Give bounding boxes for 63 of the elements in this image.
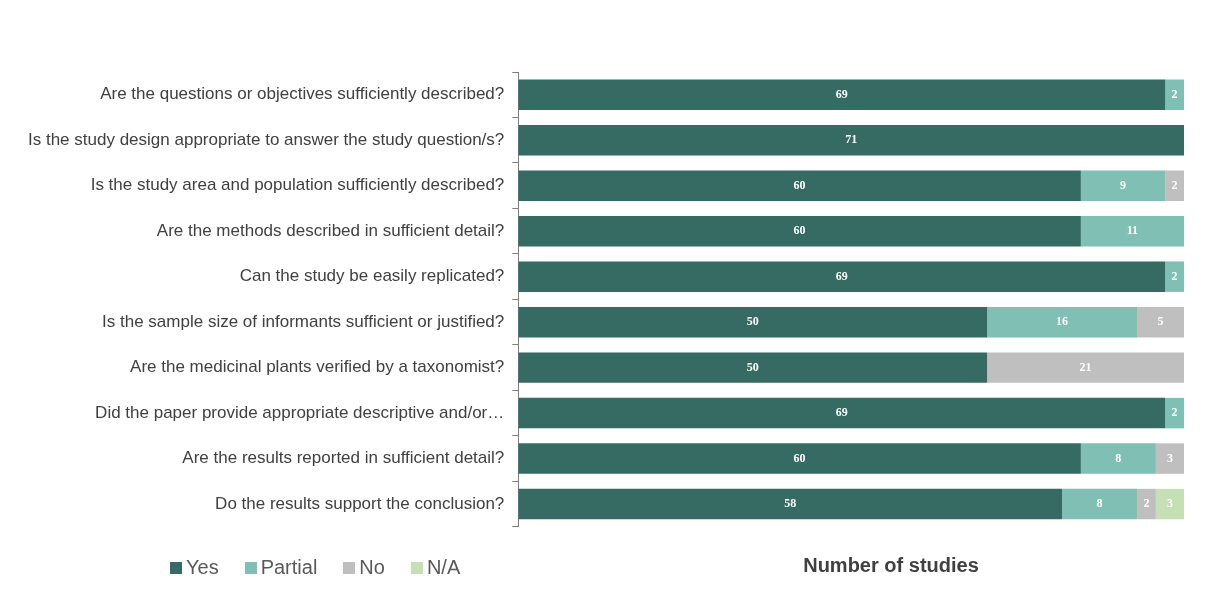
y-tick-label: Are the methods described in sufficient detail? [156,220,505,240]
bar [518,215,1081,247]
data-label: 9 [1120,177,1127,192]
data-label: 2 [1171,268,1178,283]
bar [518,306,988,338]
data-label: 60 [793,177,806,192]
data-label: 71 [845,132,858,147]
bar [987,306,1138,338]
data-label: 60 [793,450,806,465]
bar [1165,170,1184,201]
bar [1155,488,1184,520]
bar [1080,443,1156,474]
data-label: 2 [1143,496,1150,511]
bar [518,170,1081,201]
data-label: 5 [1157,314,1164,329]
legend-label: N/A [426,556,461,579]
data-label: 60 [793,223,806,238]
data-label: 58 [784,496,797,511]
bar [1137,306,1184,338]
y-tick-label: Can the study be easily replicated? [239,266,505,286]
bar [518,261,1166,292]
bar [518,79,1166,110]
y-tick-label: Is the sample size of informants sufficient or justified? [102,311,505,331]
bar [518,397,1166,429]
bar [1155,443,1184,474]
y-tick-label: Is the study area and population sufficiently described? [90,175,505,195]
bar [1080,170,1166,201]
y-tick-label: Is the study design appropriate to answer the study question/s? [27,129,505,149]
data-label: 69 [835,86,848,101]
y-tick-label: Are the results reported in sufficient detail? [182,448,505,468]
bar [1165,79,1184,110]
data-label: 8 [1096,496,1103,511]
data-label: 2 [1171,86,1178,101]
data-label: 8 [1115,450,1122,465]
legend-label: No [359,556,385,579]
data-label: 2 [1171,177,1178,192]
data-label: 16 [1056,314,1069,329]
y-tick-label: Did the paper provide appropriate descriptive and/or… [95,402,505,422]
y-tick-label: Are the questions or objectives sufficiently described? [100,84,505,104]
bar [1062,488,1138,520]
bar [987,352,1184,383]
data-label: 2 [1171,405,1178,420]
bar [1080,215,1184,247]
data-label: 21 [1079,359,1092,374]
data-label: 11 [1126,223,1139,238]
bar [518,488,1063,520]
data-label: 50 [746,359,759,374]
bar [518,124,1184,156]
data-label: 69 [835,405,848,420]
x-axis-title: Number of studies [802,554,980,577]
data-label: 69 [835,268,848,283]
bar [518,352,988,383]
y-tick-label: Are the medicinal plants verified by a taxonomist? [130,357,505,377]
data-label: 3 [1166,496,1173,511]
data-label: 50 [746,314,759,329]
data-label: 3 [1166,450,1173,465]
bar [1165,261,1184,292]
bar [518,443,1081,474]
legend-label: Yes [186,556,219,579]
bar [1165,397,1184,429]
y-tick-label: Do the results support the conclusion? [215,493,505,513]
legend-label: Partial [260,556,318,579]
bar [1137,488,1156,520]
